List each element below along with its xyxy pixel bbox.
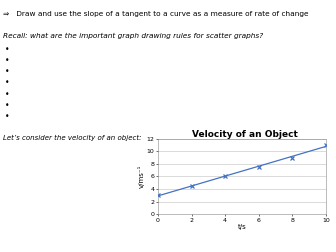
- Y-axis label: v/ms⁻¹: v/ms⁻¹: [138, 165, 145, 188]
- Text: Velocity of an Object: Velocity of an Object: [192, 130, 298, 139]
- Text: •: •: [5, 56, 9, 65]
- Text: •: •: [5, 101, 9, 110]
- Text: •: •: [5, 45, 9, 53]
- Text: Recall: what are the important graph drawing rules for scatter graphs?: Recall: what are the important graph dra…: [3, 33, 263, 39]
- Text: •: •: [5, 90, 9, 99]
- Text: •: •: [5, 78, 9, 87]
- Text: •: •: [5, 67, 9, 76]
- Text: ⇒   Draw and use the slope of a tangent to a curve as a measure of rate of chang: ⇒ Draw and use the slope of a tangent to…: [3, 12, 309, 17]
- X-axis label: t/s: t/s: [238, 224, 246, 230]
- Text: Let’s consider the velocity of an object:: Let’s consider the velocity of an object…: [3, 135, 142, 141]
- Text: •: •: [5, 112, 9, 121]
